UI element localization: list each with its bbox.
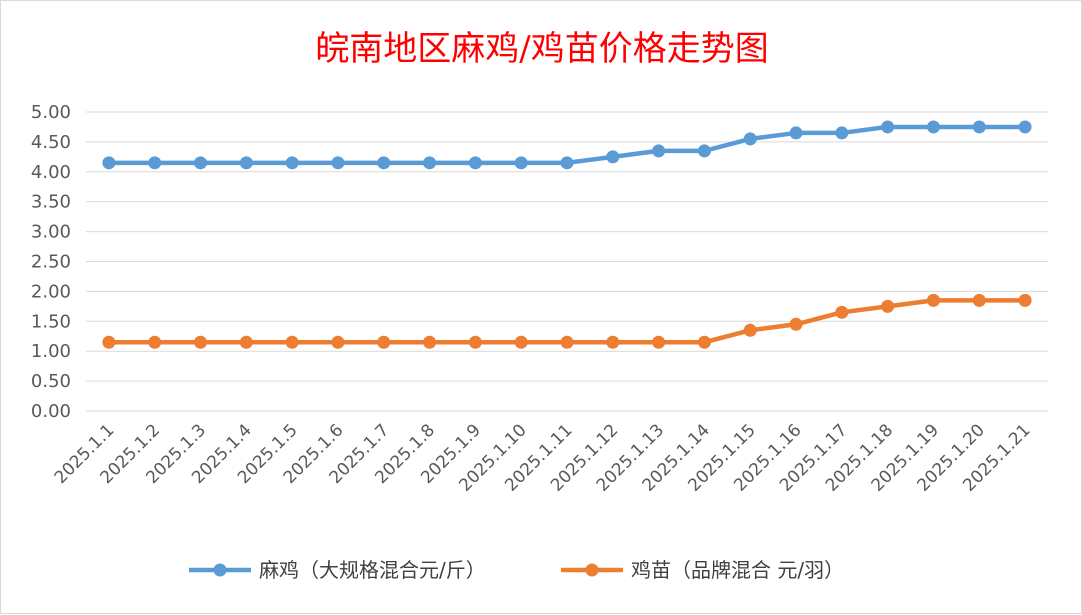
data-point bbox=[194, 335, 208, 349]
y-tick-label: 1.00 bbox=[31, 341, 71, 362]
data-point bbox=[285, 335, 299, 349]
data-point bbox=[881, 120, 895, 134]
data-point bbox=[331, 156, 345, 170]
series-1 bbox=[102, 120, 1032, 170]
legend-label: 麻鸡（大规格混合元/斤） bbox=[259, 558, 486, 582]
data-point bbox=[194, 156, 208, 170]
data-point bbox=[423, 156, 437, 170]
data-point bbox=[926, 293, 940, 307]
data-point bbox=[468, 156, 482, 170]
y-tick-label: 2.00 bbox=[31, 281, 71, 302]
data-point bbox=[102, 156, 116, 170]
data-point bbox=[514, 156, 528, 170]
data-point bbox=[377, 335, 391, 349]
legend-swatch-marker bbox=[585, 563, 599, 577]
data-point bbox=[468, 335, 482, 349]
data-point bbox=[1018, 120, 1032, 134]
chart-title: 皖南地区麻鸡/鸡苗价格走势图 bbox=[315, 29, 768, 69]
y-tick-label: 1.50 bbox=[31, 311, 71, 332]
data-point bbox=[148, 335, 162, 349]
data-point bbox=[926, 120, 940, 134]
data-point bbox=[835, 305, 849, 319]
y-tick-label: 2.50 bbox=[31, 252, 71, 273]
data-point bbox=[331, 335, 345, 349]
series-2 bbox=[102, 293, 1032, 349]
y-tick-label: 4.50 bbox=[31, 132, 71, 153]
gridlines bbox=[86, 111, 1048, 412]
data-point bbox=[606, 335, 620, 349]
data-point bbox=[239, 335, 253, 349]
data-point bbox=[239, 156, 253, 170]
legend-item: 鸡苗（品牌混合 元/羽） bbox=[561, 558, 844, 582]
data-point bbox=[652, 144, 666, 158]
y-tick-label: 4.00 bbox=[31, 162, 71, 183]
data-point bbox=[789, 317, 803, 331]
legend: 麻鸡（大规格混合元/斤） 鸡苗（品牌混合 元/羽） bbox=[189, 558, 844, 582]
y-tick-label: 0.00 bbox=[31, 401, 71, 422]
y-axis-ticks: 0.00 0.50 1.00 1.50 2.00 2.50 3.00 3.50 4.00 4.50… bbox=[31, 102, 71, 422]
data-point bbox=[972, 293, 986, 307]
series-lines bbox=[102, 120, 1032, 349]
data-point bbox=[881, 299, 895, 313]
x-axis-ticks: 2025.1.12025.1.22025.1.32025.1.42025.1.5… bbox=[51, 420, 1035, 495]
legend-swatch-marker bbox=[213, 563, 227, 577]
y-tick-label: 3.00 bbox=[31, 222, 71, 243]
data-point bbox=[102, 335, 116, 349]
y-tick-label: 3.50 bbox=[31, 192, 71, 213]
y-tick-label: 5.00 bbox=[31, 102, 71, 123]
data-point bbox=[697, 335, 711, 349]
data-point bbox=[148, 156, 162, 170]
data-point bbox=[835, 126, 849, 140]
y-tick-label: 0.50 bbox=[31, 371, 71, 392]
data-point bbox=[560, 335, 574, 349]
data-point bbox=[377, 156, 391, 170]
data-point bbox=[743, 323, 757, 337]
data-point bbox=[606, 150, 620, 164]
legend-label: 鸡苗（品牌混合 元/羽） bbox=[631, 558, 844, 582]
data-point bbox=[285, 156, 299, 170]
data-point bbox=[697, 144, 711, 158]
data-point bbox=[514, 335, 528, 349]
data-point bbox=[560, 156, 574, 170]
data-point bbox=[652, 335, 666, 349]
data-point bbox=[789, 126, 803, 140]
data-point bbox=[743, 132, 757, 146]
data-point bbox=[972, 120, 986, 134]
data-point bbox=[423, 335, 437, 349]
data-point bbox=[1018, 293, 1032, 307]
legend-item: 麻鸡（大规格混合元/斤） bbox=[189, 558, 486, 582]
